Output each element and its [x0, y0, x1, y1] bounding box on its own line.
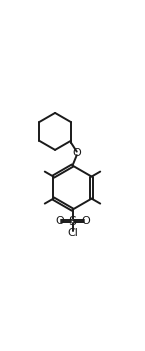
- Text: O: O: [81, 216, 90, 226]
- Text: S: S: [68, 214, 77, 227]
- Text: O: O: [72, 148, 81, 158]
- Text: Cl: Cl: [67, 228, 78, 238]
- Text: O: O: [55, 216, 64, 226]
